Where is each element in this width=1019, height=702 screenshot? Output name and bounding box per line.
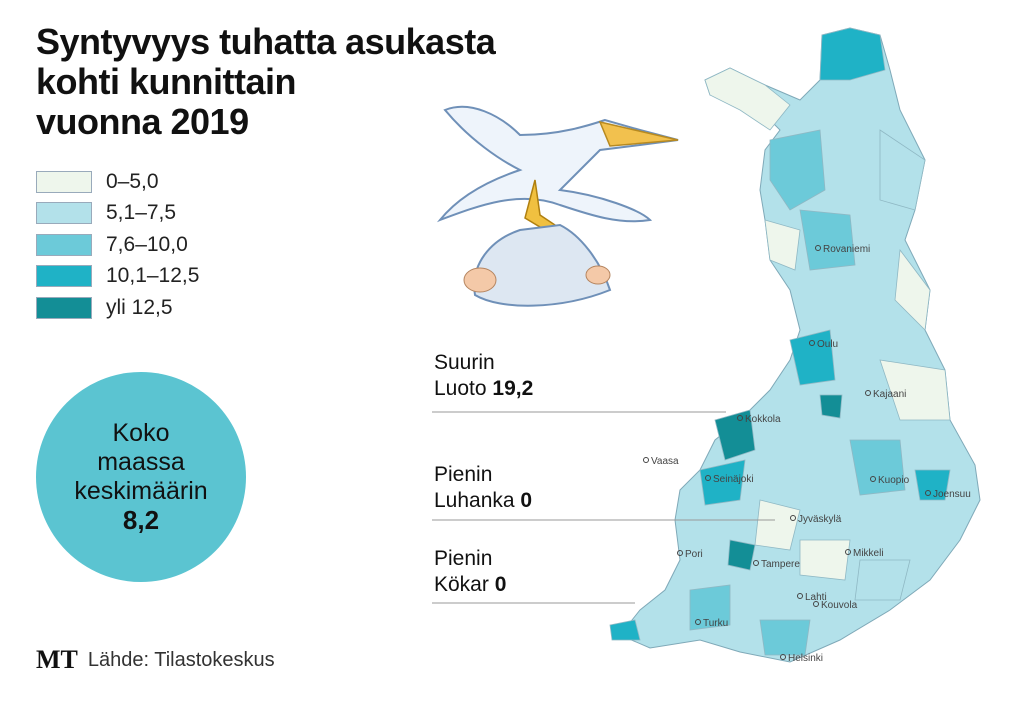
city-label: Vaasa — [651, 456, 679, 467]
legend-item: 10,1–12,5 — [36, 261, 199, 293]
city-dot — [870, 476, 876, 482]
legend-item: 5,1–7,5 — [36, 198, 199, 230]
legend-swatch — [36, 170, 92, 193]
annotation-body: Luoto 19,2 — [434, 376, 533, 402]
annotation-lines — [432, 411, 775, 604]
city-dot — [705, 475, 711, 481]
title-line: Syntyvyys tuhatta asukasta — [36, 21, 496, 62]
legend-label: 0–5,0 — [106, 169, 159, 193]
legend-item: 0–5,0 — [36, 166, 199, 198]
legend: 0–5,0 5,1–7,5 7,6–10,0 10,1–12,5 yli 12,5 — [36, 166, 199, 324]
city-label: Kouvola — [821, 600, 858, 611]
city-dot — [925, 490, 931, 496]
average-label: keskimäärin — [74, 477, 208, 505]
annotation-value: 0 — [520, 489, 533, 512]
city-dot — [813, 601, 819, 607]
annotation-value: 0 — [494, 573, 507, 596]
city-dot — [677, 550, 683, 556]
annotation: Pienin Luhanka 0 — [434, 462, 532, 514]
city-dot — [865, 390, 871, 396]
city-dot — [737, 415, 743, 421]
stork — [436, 105, 679, 307]
city-label: Rovaniemi — [823, 244, 870, 255]
average-label: Koko — [112, 419, 170, 447]
city-label: Oulu — [817, 339, 838, 350]
city-dot — [797, 593, 803, 599]
city-label: Helsinki — [788, 653, 823, 664]
legend-label: yli 12,5 — [106, 295, 173, 319]
logo: MT — [36, 645, 78, 674]
annotation-heading: Suurin — [434, 351, 495, 374]
city-label: Jyväskylä — [798, 514, 842, 525]
city-dot — [780, 654, 786, 660]
annotation-heading: Pienin — [434, 463, 493, 486]
city-label: Mikkeli — [853, 548, 884, 559]
annotation-value: 19,2 — [492, 377, 534, 400]
city-label: Turku — [703, 618, 728, 629]
legend-swatch — [36, 233, 92, 256]
title: Syntyvyys tuhatta asukasta kohti kunnitta… — [36, 21, 496, 142]
average-circle: Koko maassa keskimäärin 8,2 — [36, 372, 246, 582]
annotation: Suurin Luoto 19,2 — [434, 350, 533, 402]
legend-swatch — [36, 296, 92, 319]
annotation-place: Luhanka — [434, 489, 515, 512]
title-line: vuonna 2019 — [36, 101, 249, 142]
annotation-place: Kökar — [434, 573, 489, 596]
legend-swatch — [36, 202, 92, 225]
city-label: Pori — [685, 549, 703, 560]
legend-swatch — [36, 265, 92, 288]
municipality-patches — [609, 27, 951, 656]
city-dot — [809, 340, 815, 346]
source: Lähde: Tilastokeskus — [87, 648, 275, 671]
city-label: Kuopio — [878, 475, 910, 486]
city-dot — [695, 619, 701, 625]
annotation-place: Luoto — [434, 377, 487, 400]
title-line: kohti kunnittain — [36, 61, 296, 102]
city-dot — [815, 245, 821, 251]
city-label: Joensuu — [933, 489, 971, 500]
annotation-body: Kökar 0 — [434, 572, 506, 598]
legend-item: yli 12,5 — [36, 292, 199, 324]
city-label: Lahti — [805, 592, 827, 603]
footer: MT Lähde: Tilastokeskus — [36, 645, 275, 675]
legend-label: 5,1–7,5 — [106, 201, 177, 225]
average-label: maassa — [97, 448, 185, 476]
legend-item: 7,6–10,0 — [36, 229, 199, 261]
average-value: 8,2 — [122, 505, 160, 535]
city-label: Tampere — [761, 559, 800, 570]
city-dot — [790, 515, 796, 521]
legend-label: 7,6–10,0 — [106, 232, 188, 256]
legend-label: 10,1–12,5 — [106, 264, 200, 288]
city-label: Kokkola — [745, 414, 781, 425]
city-dot — [845, 549, 851, 555]
city-dot — [753, 560, 759, 566]
annotation: Pienin Kökar 0 — [434, 546, 506, 598]
city-label: Seinäjoki — [713, 474, 754, 485]
annotation-body: Luhanka 0 — [434, 488, 532, 514]
city-label: Kajaani — [873, 389, 906, 400]
annotation-heading: Pienin — [434, 547, 493, 570]
city-dot — [643, 457, 649, 463]
